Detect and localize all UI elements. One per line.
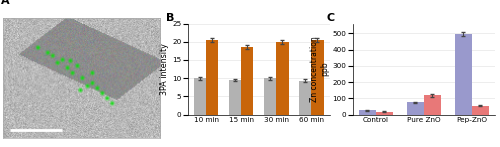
Bar (229, 80, 241, 115)
Y-axis label: 3PA intensity: 3PA intensity (160, 43, 169, 95)
Bar (312, 40, 324, 115)
Bar (376, 112, 392, 115)
Bar (407, 102, 424, 115)
Bar (264, 78, 276, 115)
Bar (276, 42, 288, 115)
Text: B: B (166, 13, 174, 23)
Bar (424, 95, 440, 115)
Bar (472, 106, 488, 115)
Bar (359, 110, 376, 115)
Bar (241, 47, 254, 115)
Bar (194, 78, 206, 115)
Bar (299, 81, 312, 115)
Bar (206, 40, 218, 115)
Y-axis label: Zn concentration
ppb: Zn concentration ppb (310, 36, 330, 102)
Bar (455, 34, 471, 115)
Text: C: C (327, 13, 335, 23)
Text: A: A (1, 0, 10, 6)
